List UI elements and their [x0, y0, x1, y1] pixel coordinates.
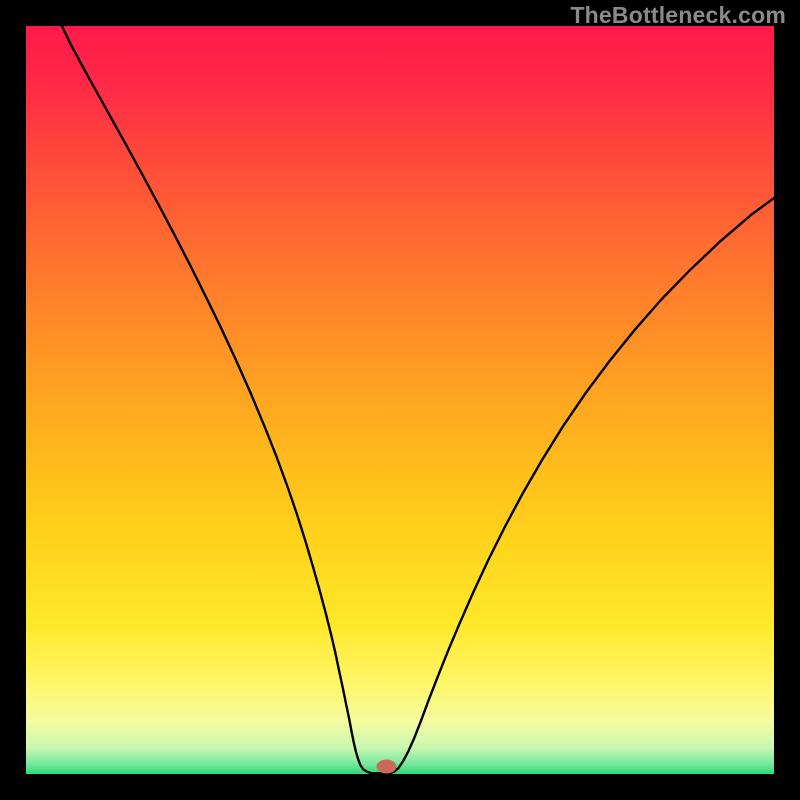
chart-stage: TheBottleneck.com [0, 0, 800, 800]
optimum-marker [377, 760, 397, 774]
plot-area [26, 26, 774, 774]
bottleneck-chart [0, 0, 800, 800]
